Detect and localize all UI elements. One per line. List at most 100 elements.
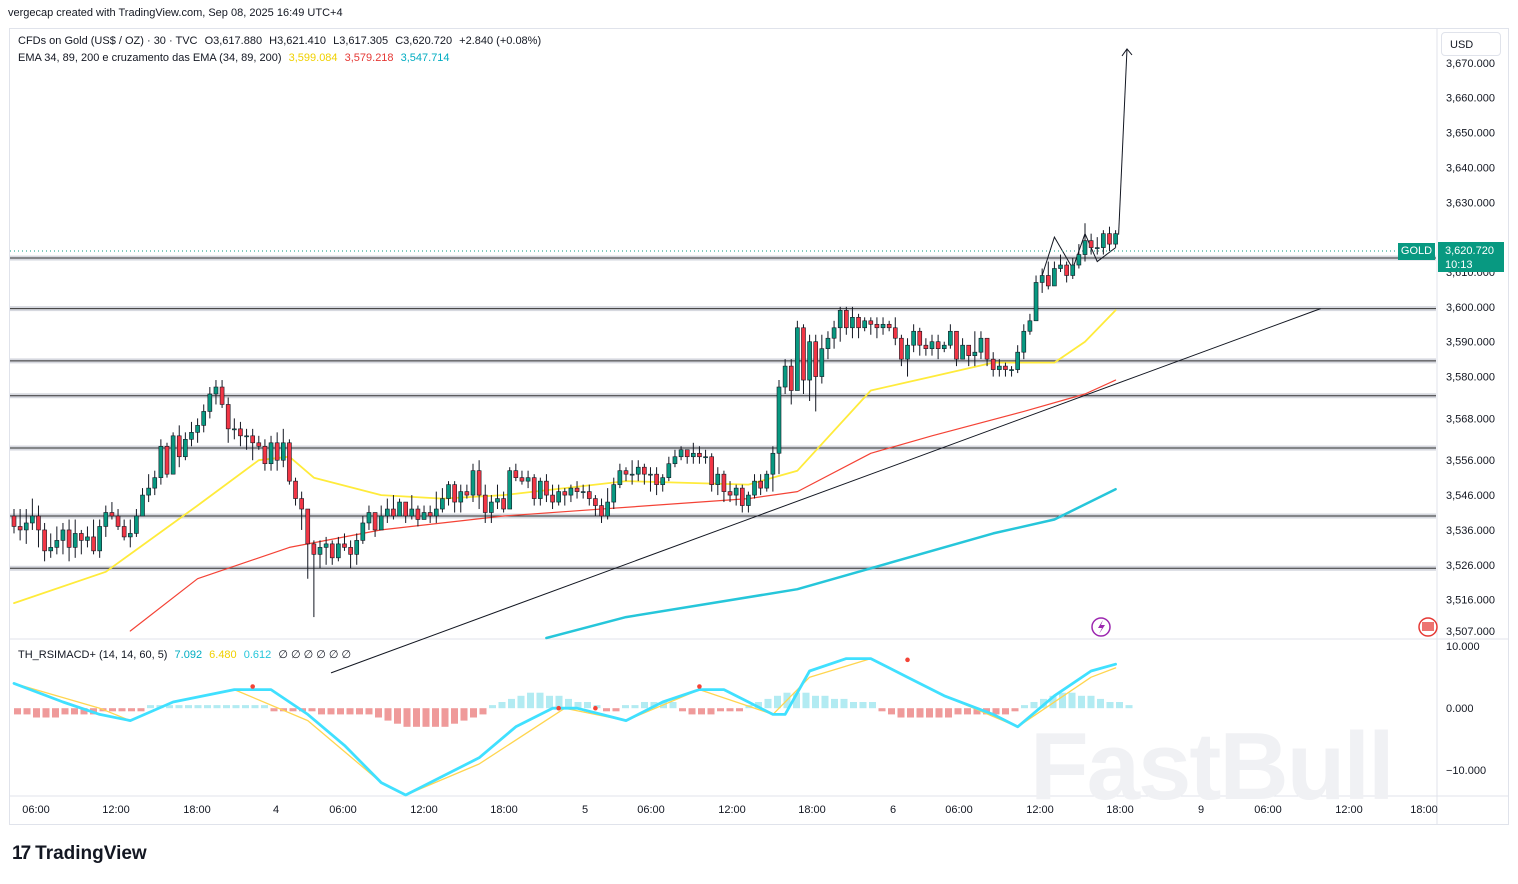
candle	[733, 484, 739, 506]
candle-body	[948, 330, 953, 346]
osc-histogram-bar	[223, 705, 230, 709]
candle-body	[201, 411, 207, 426]
candle-body	[311, 543, 317, 555]
candle	[972, 331, 978, 367]
candle	[782, 359, 788, 394]
oscillator-legend: TH_RSIMACD+ (14, 14, 60, 5) 7.092 6.480 …	[18, 648, 355, 661]
osc-histogram-bar	[175, 705, 183, 709]
candle	[899, 334, 904, 367]
osc-histogram-bar	[1030, 702, 1038, 709]
currency-button[interactable]: USD	[1441, 32, 1501, 56]
candle-body	[580, 491, 586, 493]
candle	[366, 505, 372, 530]
time-axis-label: 4	[273, 804, 279, 816]
candle	[250, 428, 255, 461]
candle	[476, 460, 482, 510]
candle-body	[593, 498, 598, 506]
osc-histogram-bar	[422, 708, 430, 727]
candle-body	[892, 327, 898, 339]
candle-body	[666, 463, 672, 478]
candle-body	[1015, 351, 1020, 370]
time-axis-label: 18:00	[1410, 804, 1438, 816]
oscillator-title[interactable]: TH_RSIMACD+ (14, 14, 60, 5)	[18, 649, 168, 661]
symbol-title[interactable]: CFDs on Gold (US$ / OZ) · 30 · TVC	[18, 35, 198, 47]
price-axis-label: 3,640.000	[1446, 162, 1495, 174]
candle-body	[611, 484, 617, 503]
candle-body	[329, 543, 335, 559]
osc-histogram-bar	[907, 708, 914, 718]
candle	[629, 460, 635, 485]
candle-body	[127, 533, 133, 538]
candle	[1070, 258, 1076, 279]
price-axis-label: 3,568.000	[1446, 413, 1495, 425]
candle	[556, 484, 561, 506]
osc-histogram-bar	[992, 708, 1000, 715]
time-axis-label: 06:00	[1254, 804, 1282, 816]
candle	[176, 425, 182, 468]
time-axis-label: 12:00	[1026, 804, 1054, 816]
osc-histogram-bar	[289, 708, 297, 712]
candle	[103, 505, 109, 537]
osc-value-1: 7.092	[174, 649, 203, 661]
osc-histogram-bar	[432, 708, 439, 727]
candle	[580, 484, 586, 499]
symbol-tag: GOLD	[1398, 243, 1435, 260]
candle-body	[238, 428, 243, 437]
candle-body	[262, 445, 268, 465]
osc-histogram-bar	[726, 708, 734, 712]
candle-body	[409, 508, 415, 517]
candle-body	[342, 543, 347, 548]
candle	[997, 359, 1002, 377]
candle-body	[752, 480, 757, 496]
candle-body	[844, 310, 849, 329]
candle	[397, 498, 402, 517]
osc-histogram-bar	[1002, 708, 1009, 715]
tradingview-logo[interactable]: 17 TradingView	[12, 843, 147, 865]
osc-histogram-bar	[413, 708, 420, 727]
candle-body	[997, 365, 1002, 370]
osc-histogram-bar	[80, 708, 88, 715]
candle-body	[476, 470, 482, 496]
ohlc-open: O3,617.880	[204, 35, 263, 47]
candle-body	[1009, 369, 1014, 371]
osc-axis-label: 0.000	[1446, 703, 1474, 715]
candle	[764, 470, 770, 492]
osc-signal-dot	[905, 657, 910, 663]
ema-indicator-title[interactable]: EMA 34, 89, 200 e cruzamento das EMA (34…	[18, 52, 282, 64]
candle	[862, 317, 867, 332]
osc-histogram-bar	[774, 695, 781, 709]
candle-body	[648, 473, 653, 476]
candle	[819, 334, 825, 384]
candle-body	[146, 487, 151, 496]
time-axis-label: 12:00	[102, 804, 130, 816]
osc-histogram-bar	[52, 708, 59, 718]
candle-body	[825, 337, 831, 349]
osc-histogram-bar	[1078, 695, 1085, 709]
candle	[672, 449, 678, 468]
candle-body	[30, 515, 35, 524]
osc-histogram-bar	[128, 708, 135, 712]
candle	[1015, 345, 1020, 374]
osc-histogram-bar	[1106, 702, 1114, 709]
candle-body	[134, 515, 139, 534]
osc-histogram-bar	[498, 702, 506, 709]
candle-body	[348, 547, 353, 555]
candle-body	[103, 512, 109, 527]
candle	[452, 481, 457, 513]
osc-histogram-bar	[33, 708, 40, 718]
time-axis-label: 18:00	[798, 804, 826, 816]
candle-body	[727, 491, 733, 496]
candle-body	[990, 358, 996, 370]
candle	[917, 327, 923, 356]
candle-body	[764, 473, 770, 489]
candle	[109, 502, 115, 520]
candle	[513, 463, 519, 482]
candle	[189, 421, 194, 447]
osc-histogram-bar	[964, 708, 971, 715]
osc-histogram-bar	[555, 695, 563, 709]
candle	[72, 519, 78, 558]
candle	[489, 495, 494, 523]
candle	[1003, 362, 1008, 377]
candle-body	[446, 484, 451, 499]
